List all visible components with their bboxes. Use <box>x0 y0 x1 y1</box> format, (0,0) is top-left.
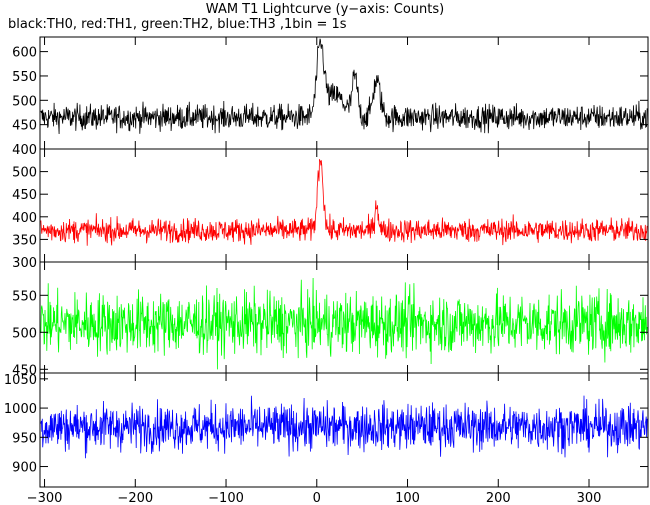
y-tick-label-th0: 600 <box>12 46 37 61</box>
y-tick-label-th1: 300 <box>12 256 37 271</box>
series-th1 <box>40 159 648 246</box>
y-tick-label-th1: 450 <box>12 188 37 203</box>
series-th2 <box>40 277 648 370</box>
y-tick-label-th1: 400 <box>12 211 37 226</box>
y-tick-label-th1: 500 <box>12 166 37 181</box>
y-tick-label-th3: 900 <box>12 461 37 476</box>
panel-frame-th1 <box>39 148 649 263</box>
y-tick-label-th3: 1000 <box>4 402 37 417</box>
y-tick-label-th2: 500 <box>12 326 37 341</box>
y-tick-label-th2: 450 <box>12 363 37 378</box>
panel-frame-th0 <box>39 36 649 150</box>
x-tick-label: 200 <box>486 491 511 505</box>
x-tick-label: −200 <box>117 491 153 505</box>
y-tick-label-th2: 550 <box>12 289 37 304</box>
x-tick-label: 300 <box>577 491 602 505</box>
y-tick-label-th1: 350 <box>12 233 37 248</box>
y-tick-label-th3: 950 <box>12 431 37 446</box>
y-tick-label-th0: 500 <box>12 94 37 109</box>
series-th3 <box>40 395 648 459</box>
y-tick-label-th0: 400 <box>12 143 37 158</box>
panel-frame-th3 <box>39 372 649 488</box>
y-tick-label-th0: 550 <box>12 70 37 85</box>
x-tick-label: −300 <box>27 491 63 505</box>
chart-subtitle: black:TH0, red:TH1, green:TH2, blue:TH3 … <box>8 17 347 32</box>
y-tick-label-th3: 1050 <box>4 373 37 388</box>
x-tick-label: 0 <box>313 491 321 505</box>
series-th0 <box>40 38 648 135</box>
x-tick-label: 100 <box>395 491 420 505</box>
x-tick-label: −100 <box>208 491 244 505</box>
chart-title: WAM T1 Lightcurve (y−axis: Counts) <box>205 2 445 17</box>
y-tick-label-th0: 450 <box>12 119 37 134</box>
